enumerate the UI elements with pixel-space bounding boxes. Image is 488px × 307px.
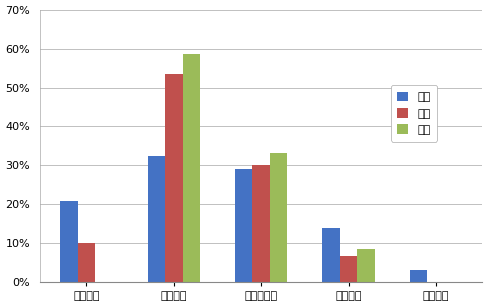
Bar (147, 156, 165, 282)
Bar (270, 153, 287, 282)
Bar (323, 228, 340, 282)
Bar (410, 270, 427, 282)
Bar (165, 74, 183, 282)
Bar (252, 165, 270, 282)
Legend: 东部, 中部, 西部: 东部, 中部, 西部 (391, 85, 437, 142)
Bar (340, 256, 357, 282)
Bar (78, 243, 95, 282)
Bar (183, 54, 200, 282)
Bar (235, 169, 252, 282)
Bar (60, 200, 78, 282)
Bar (357, 248, 375, 282)
